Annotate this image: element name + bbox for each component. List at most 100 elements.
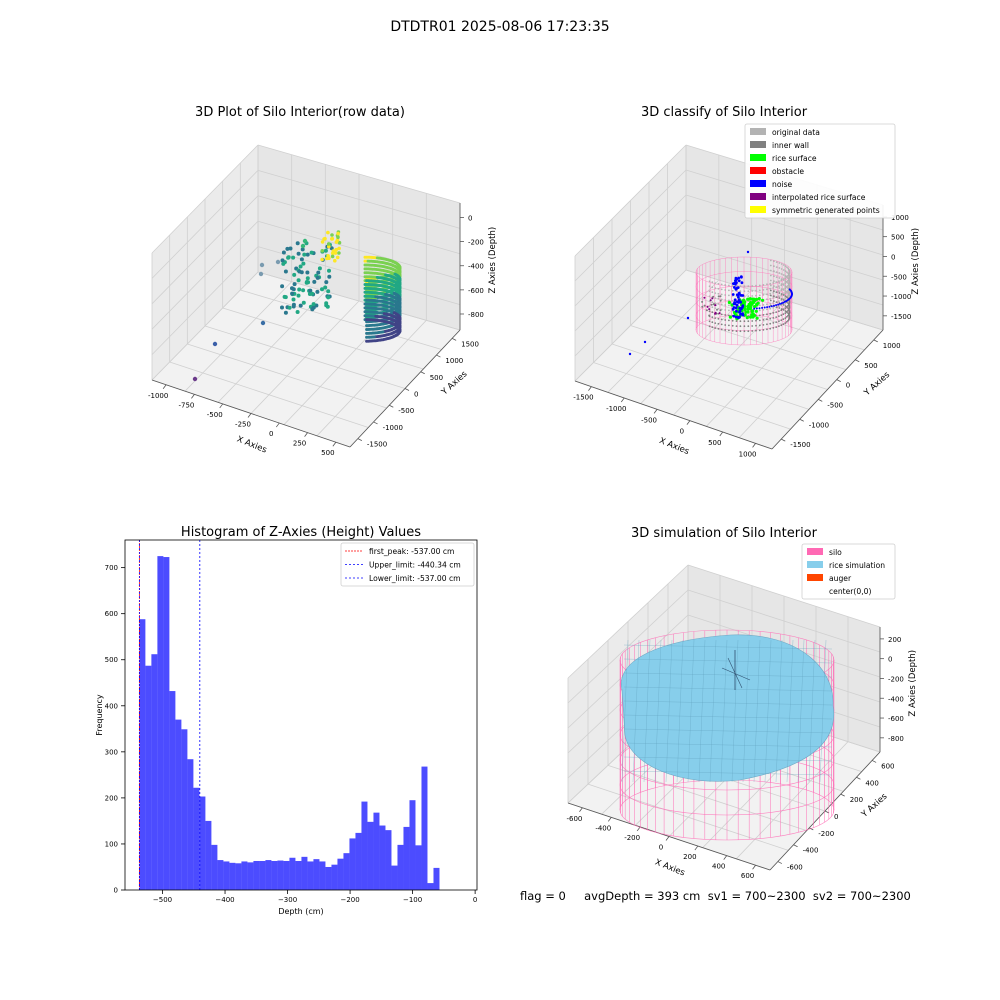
legend-swatch <box>750 167 766 174</box>
data-point <box>298 303 303 308</box>
data-point <box>769 322 772 325</box>
histogram-bar <box>385 830 392 890</box>
y-tick <box>793 844 798 848</box>
z-tick-label: 500 <box>891 234 904 242</box>
data-point <box>743 290 746 293</box>
legend-label: rice surface <box>772 154 817 163</box>
data-point <box>300 243 306 249</box>
y-tick-label: -1000 <box>809 421 829 429</box>
data-point <box>775 326 778 328</box>
data-point <box>775 266 778 268</box>
data-point <box>728 324 730 327</box>
data-point <box>735 330 738 332</box>
data-point <box>292 272 297 277</box>
y-axis-label: Y Axies <box>862 370 893 399</box>
histogram-bar <box>397 844 404 890</box>
x-tick <box>162 384 167 390</box>
data-point <box>762 294 765 296</box>
data-point <box>717 317 720 320</box>
data-point <box>782 299 785 301</box>
data-point <box>782 313 785 316</box>
data-point <box>755 324 757 327</box>
data-point <box>711 321 714 324</box>
x-tick <box>723 855 728 860</box>
data-point <box>714 292 717 294</box>
data-point <box>708 314 711 317</box>
data-point <box>754 297 759 301</box>
data-point <box>780 268 783 270</box>
data-point <box>709 299 712 302</box>
data-point <box>749 301 754 305</box>
histogram-bar <box>391 865 398 890</box>
data-point <box>784 290 787 292</box>
x-tick-label: −200 <box>340 896 359 904</box>
data-point <box>192 376 198 382</box>
data-point <box>728 314 730 317</box>
legend-box <box>340 542 475 587</box>
histogram-bar <box>421 766 428 890</box>
x-tick <box>686 420 691 425</box>
data-point <box>769 287 772 290</box>
data-point <box>719 299 722 302</box>
data-point <box>720 328 723 331</box>
data-point <box>766 298 768 301</box>
data-point <box>758 314 761 317</box>
z-tick-label: 0 <box>468 214 472 222</box>
data-point <box>728 315 733 319</box>
data-point <box>310 291 315 296</box>
legend-swatch <box>807 561 823 568</box>
grid-line <box>685 194 884 256</box>
y-tick-label: -500 <box>827 401 843 409</box>
data-point <box>326 242 331 246</box>
data-point <box>784 280 787 282</box>
data-point <box>747 285 750 288</box>
data-point <box>717 302 720 305</box>
data-point <box>748 307 752 311</box>
y-tick-label: 200 <box>850 796 863 804</box>
x-tick <box>694 845 699 851</box>
legend-box <box>744 123 896 219</box>
z-tick-label: -200 <box>468 239 484 247</box>
data-point <box>780 273 783 275</box>
data-point <box>365 320 369 324</box>
data-point <box>762 309 765 311</box>
data-point <box>782 318 785 321</box>
data-point <box>782 301 785 304</box>
z-tick-label: -400 <box>468 263 484 271</box>
data-point <box>782 284 785 286</box>
histogram-bar <box>223 861 230 890</box>
y-tick-label: 700 <box>105 564 118 572</box>
data-point <box>772 297 775 299</box>
legend-label: noise <box>772 180 793 189</box>
data-point <box>365 328 369 331</box>
data-point <box>775 301 778 303</box>
mesh-line <box>623 756 833 762</box>
x-tick-label: -1000 <box>148 392 168 400</box>
data-point <box>712 303 715 306</box>
data-point <box>735 300 739 304</box>
data-point <box>280 305 284 310</box>
data-point <box>782 279 785 281</box>
data-point <box>323 248 328 253</box>
data-point <box>772 302 775 304</box>
y-tick <box>777 861 783 864</box>
rice-surface <box>620 634 835 782</box>
data-point <box>786 306 788 309</box>
z-tick-label: -1000 <box>891 293 911 301</box>
data-point <box>783 300 786 303</box>
data-point <box>323 285 328 290</box>
y-tick-label: 500 <box>864 362 877 370</box>
data-point <box>762 304 765 306</box>
data-point <box>743 330 746 333</box>
x-tick-label: -1000 <box>606 405 626 413</box>
data-point <box>784 312 787 314</box>
data-point <box>751 330 754 332</box>
data-point <box>734 276 738 280</box>
grid-line <box>151 144 259 254</box>
y-tick <box>389 404 394 408</box>
histogram-bar <box>205 820 212 890</box>
data-point <box>735 309 738 313</box>
histogram-bar <box>361 801 368 890</box>
data-point <box>714 304 717 307</box>
data-point <box>724 329 727 331</box>
